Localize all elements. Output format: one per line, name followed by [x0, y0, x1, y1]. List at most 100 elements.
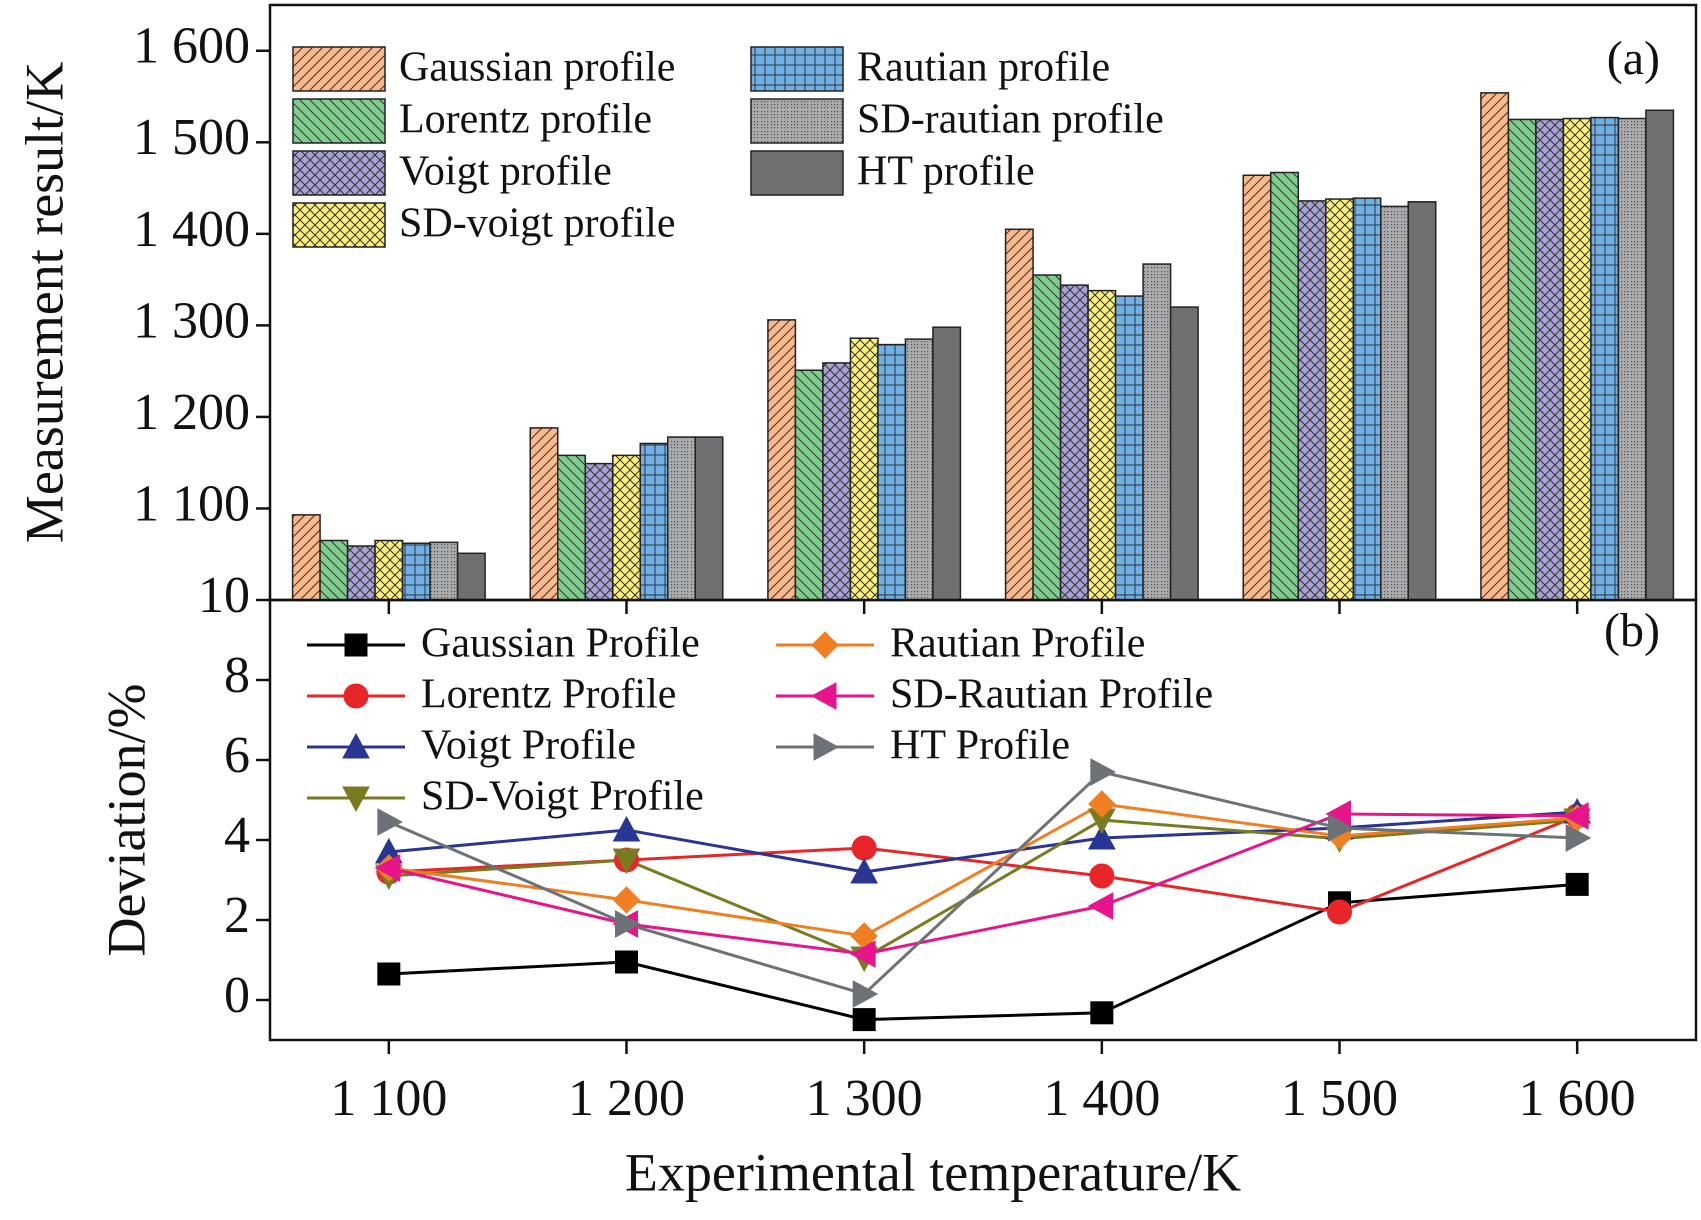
y-tick-label: 1 100 — [133, 475, 250, 532]
bar — [1590, 116, 1620, 601]
bar — [556, 454, 586, 601]
x-tick-label: 1 300 — [806, 1070, 923, 1127]
bar — [694, 436, 724, 601]
bar — [1242, 174, 1272, 601]
data-point — [1087, 892, 1114, 920]
data-point — [377, 808, 403, 836]
legend-swatch — [292, 150, 386, 196]
legend-label: Gaussian profile — [399, 45, 675, 91]
bar — [1380, 205, 1410, 601]
data-point — [851, 835, 877, 861]
x-tick-label: 1 100 — [330, 1070, 447, 1127]
y-tick-label: 0 — [224, 967, 250, 1024]
series-line — [388, 882, 1578, 1022]
bar — [374, 539, 404, 601]
data-point — [615, 950, 638, 974]
data-point — [612, 848, 641, 875]
y-tick-label: 1 600 — [133, 18, 250, 75]
bar — [822, 362, 852, 601]
data-point — [1087, 823, 1116, 850]
data-point — [852, 980, 879, 1008]
bar — [1562, 117, 1592, 601]
bar — [1114, 295, 1144, 601]
legend-label: HT profile — [857, 149, 1035, 195]
y-tick-label: 1 400 — [133, 201, 250, 258]
legend-label: SD-rautian profile — [857, 97, 1164, 143]
legend-marker — [343, 683, 369, 709]
bar — [877, 343, 907, 601]
y-tick-label: 6 — [224, 727, 250, 784]
data-point — [1089, 863, 1115, 889]
series-line — [388, 810, 1578, 874]
data-point — [850, 857, 879, 884]
legend-label: Lorentz Profile — [421, 672, 676, 718]
data-point — [615, 910, 641, 938]
data-point — [1090, 1001, 1114, 1025]
legend-label: Rautian Profile — [890, 621, 1145, 667]
bar — [456, 552, 486, 601]
bar — [849, 337, 879, 601]
y-axis-title: Deviation/% — [96, 684, 156, 957]
bar — [1087, 289, 1117, 601]
y-tick-label: 10 — [198, 567, 250, 624]
legend-marker — [811, 631, 839, 659]
series-line — [388, 818, 1578, 960]
data-point — [1563, 802, 1589, 830]
data-point — [374, 854, 401, 882]
bar — [1142, 263, 1172, 601]
bar — [401, 542, 431, 601]
legend-swatch — [750, 98, 844, 144]
x-axis-title: Experimental temperature/K — [625, 1142, 1241, 1202]
y-tick-label: 4 — [224, 807, 250, 864]
legend-marker — [810, 682, 837, 710]
data-point — [377, 962, 401, 986]
bar — [611, 454, 642, 601]
bar — [1645, 109, 1675, 601]
bar — [291, 514, 321, 601]
panel-label: (b) — [1604, 604, 1660, 657]
y-tick-label: 8 — [224, 647, 250, 704]
data-point — [1088, 790, 1116, 818]
y-tick-label: 2 — [224, 887, 250, 944]
bar — [667, 436, 697, 601]
legend-swatch — [750, 150, 844, 196]
bar — [529, 427, 559, 601]
bar — [794, 369, 824, 601]
bar — [1032, 274, 1062, 601]
bar — [1059, 284, 1089, 601]
x-tick-label: 1 400 — [1043, 1070, 1160, 1127]
legend-marker — [342, 732, 370, 759]
plot-frame — [268, 598, 1698, 1042]
data-point — [612, 815, 641, 842]
legend-label: Voigt profile — [399, 149, 612, 195]
data-point — [1565, 872, 1589, 896]
x-tick-label: 1 600 — [1519, 1070, 1636, 1127]
bar — [1297, 200, 1327, 601]
legend-swatch — [292, 98, 386, 144]
legend-label: Rautian profile — [857, 45, 1110, 91]
bar — [1507, 118, 1537, 601]
legend-label: SD-voigt profile — [399, 201, 675, 247]
x-tick-label: 1 500 — [1281, 1070, 1398, 1127]
y-tick-label: 1 200 — [133, 384, 250, 441]
series-line — [388, 770, 1578, 996]
bar — [1352, 197, 1382, 601]
bar — [319, 539, 349, 601]
legend-label: SD-Voigt Profile — [421, 774, 704, 820]
legend-label: Voigt Profile — [421, 723, 636, 769]
bar — [429, 541, 459, 601]
bar — [639, 442, 669, 601]
data-point — [1327, 899, 1352, 925]
y-axis-title: Measurement result/K — [14, 62, 74, 543]
bar — [932, 326, 962, 601]
data-point — [1328, 814, 1354, 842]
data-point — [612, 886, 641, 914]
panel-label: (a) — [1607, 32, 1660, 85]
bar — [1324, 198, 1355, 601]
legend-label: SD-Rautian Profile — [890, 672, 1213, 718]
y-tick-label: 1 300 — [133, 292, 250, 349]
bar — [1004, 228, 1034, 601]
bar — [1535, 118, 1565, 601]
